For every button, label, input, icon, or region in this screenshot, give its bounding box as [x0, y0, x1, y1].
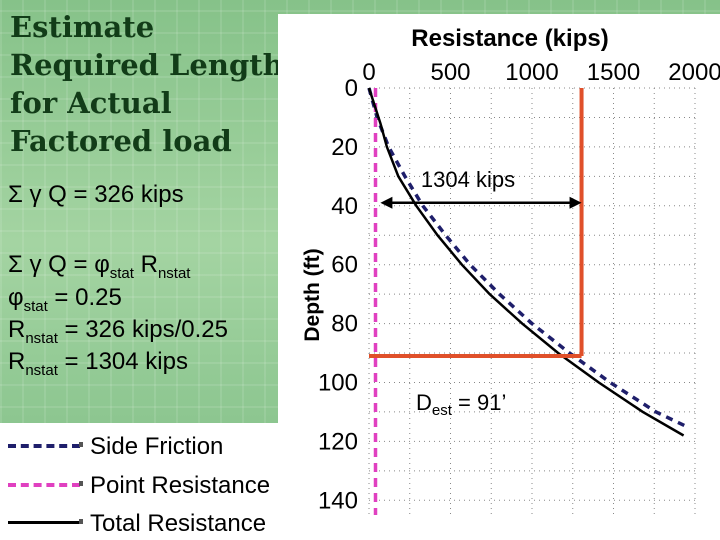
x-tick-label: 1500 — [587, 59, 640, 86]
eq3-sub: stat — [23, 297, 48, 315]
eq2-sub: nstat — [157, 264, 191, 282]
y-tick-label: 20 — [331, 134, 358, 161]
legend-item-side-friction: Side Friction — [0, 429, 302, 460]
title-line: Required Length — [10, 48, 284, 82]
legend-item-total-resistance: Total Resistance — [0, 506, 302, 537]
series-line-total-resistance — [367, 87, 685, 437]
rnstat-result-equation: Rnstat = 1304 kips — [8, 348, 188, 379]
capacity-arrow-head-right — [569, 196, 582, 209]
factored-load-equation: Σ γ Q = 326 kips — [8, 181, 184, 208]
legend-marker — [79, 481, 83, 486]
y-tick-label: 140 — [318, 487, 358, 514]
estimated-depth-label: Dest = 91’ — [416, 390, 506, 419]
eq2-sub: stat — [109, 264, 134, 282]
x-axis-title: Resistance (kips) — [411, 25, 608, 52]
depth-label-text: = 91’ — [452, 390, 506, 415]
legend-marker — [79, 519, 83, 524]
capacity-arrow-head-left — [380, 196, 393, 209]
y-tick-label: 120 — [318, 428, 358, 455]
legend-label: Point Resistance — [90, 472, 271, 499]
x-tick-label: 1000 — [505, 59, 558, 86]
legend-marker — [79, 442, 83, 447]
y-axis-label: Depth (ft) — [301, 248, 324, 341]
depth-label-sub: est — [432, 402, 453, 419]
eq2-text: Σ γ Q = φ — [8, 251, 110, 278]
x-tick-label: 0 — [362, 59, 375, 86]
capacity-label: 1304 kips — [421, 167, 515, 192]
depth-label-text: D — [416, 390, 432, 415]
legend-swatch — [8, 521, 80, 524]
chart-legend: Side Friction Point Resistance Total Res… — [0, 423, 302, 540]
eq5-text: R — [8, 348, 26, 375]
eq3-text: φ — [8, 284, 24, 311]
eq4-text: = 326 kips/0.25 — [57, 316, 228, 343]
y-tick-label: 60 — [331, 252, 358, 279]
eq3-text: = 0.25 — [47, 284, 122, 311]
x-tick-label: 2000 — [668, 59, 720, 86]
series-line-side-friction — [367, 87, 688, 429]
title-line: for Actual — [10, 86, 172, 120]
eq5-text: = 1304 kips — [57, 348, 188, 375]
plot-background — [278, 14, 720, 540]
y-tick-label: 80 — [331, 311, 358, 338]
eq2-text: R — [133, 251, 158, 278]
x-tick-label: 500 — [430, 59, 470, 86]
eq4-sub: nstat — [25, 329, 58, 347]
legend-label: Side Friction — [90, 433, 224, 460]
y-tick-label: 0 — [345, 75, 358, 102]
legend-label: Total Resistance — [90, 510, 267, 537]
legend-swatch — [8, 483, 80, 487]
nominal-resistance-equation: Σ γ Q = φstat Rnstat — [8, 251, 190, 282]
eq5-sub: nstat — [25, 361, 58, 379]
y-tick-label: 100 — [318, 369, 358, 396]
y-tick-label: 40 — [331, 193, 358, 220]
rnstat-equation: Rnstat = 326 kips/0.25 — [8, 316, 228, 347]
legend-item-point-resistance: Point Resistance — [0, 468, 302, 499]
slide-title: Estimate Required Length for Actual Fact… — [10, 8, 285, 160]
phi-equation: φstat = 0.25 — [8, 284, 122, 315]
title-line: Factored load — [10, 124, 232, 158]
title-line: Estimate — [10, 10, 155, 44]
legend-swatch — [8, 444, 80, 448]
eq4-text: R — [8, 316, 26, 343]
